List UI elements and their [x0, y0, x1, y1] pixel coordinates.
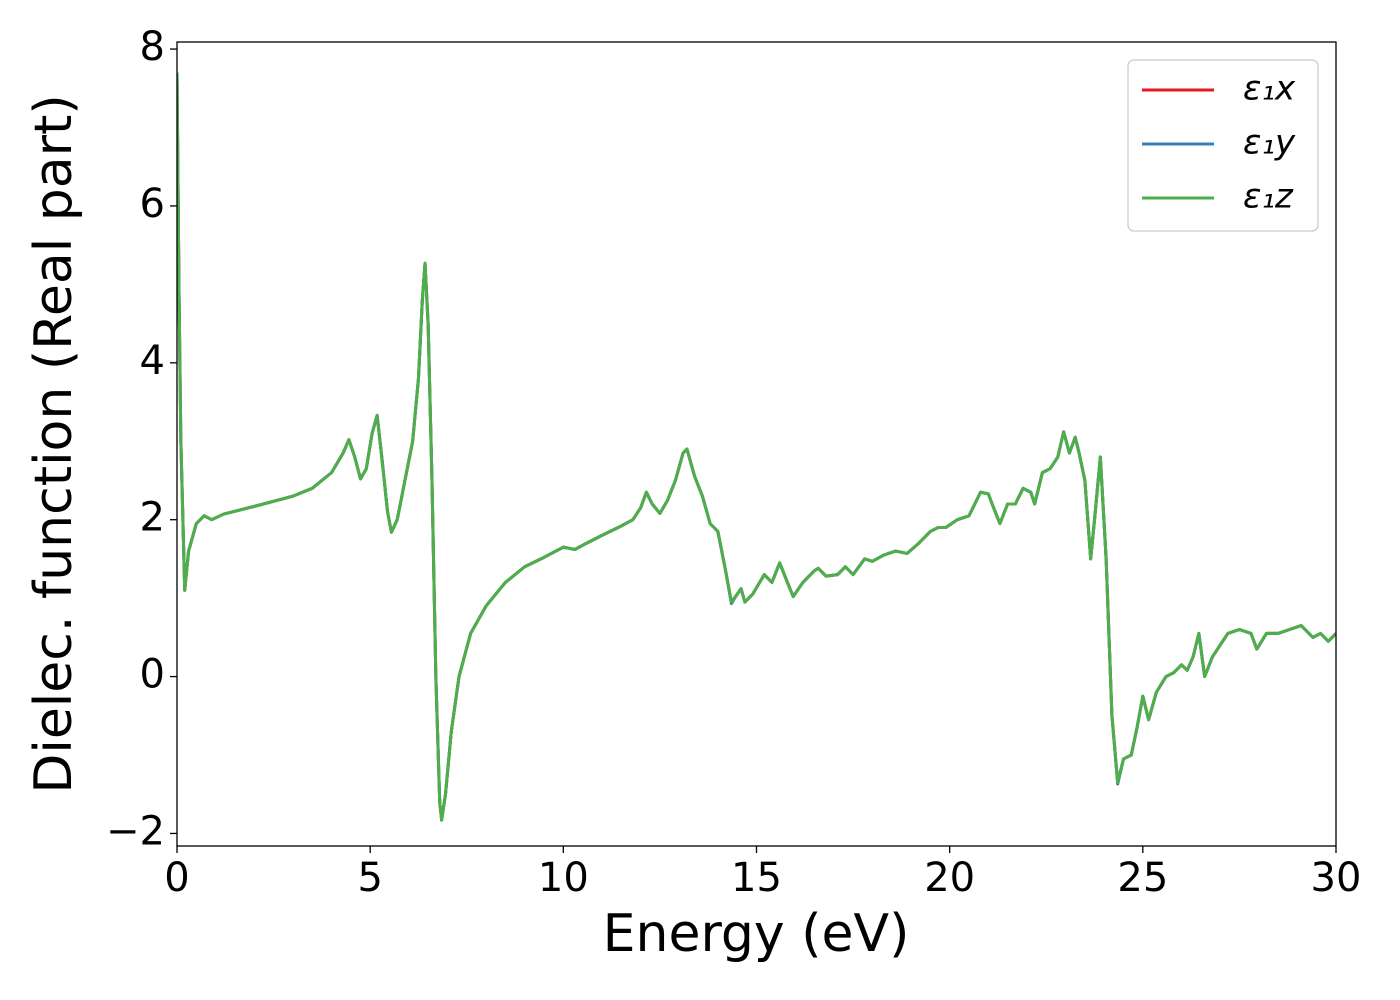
plot-frame — [176, 41, 1337, 847]
x-tick-label: 5 — [357, 855, 382, 901]
y-tick-label: 2 — [140, 495, 165, 541]
legend-label: ε₁z — [1243, 177, 1294, 217]
legend-label: ε₁x — [1243, 69, 1296, 109]
y-axis-label: Dielec. function (Real part) — [24, 94, 84, 793]
y-tick-label: −2 — [106, 808, 165, 854]
legend-box — [1127, 59, 1319, 232]
x-axis-label: Energy (eV) — [603, 904, 910, 964]
x-tick-label: 10 — [538, 855, 589, 901]
y-tick-label: 0 — [140, 652, 165, 698]
x-tick-label: 25 — [1117, 855, 1168, 901]
y-tick-label: 8 — [140, 24, 165, 70]
x-tick-label: 20 — [924, 855, 975, 901]
x-tick-label: 15 — [731, 855, 782, 901]
y-tick-label: 4 — [140, 338, 165, 384]
series-line — [177, 72, 1336, 822]
y-tick-label: 6 — [140, 181, 165, 227]
x-tick-label: 0 — [164, 855, 189, 901]
x-tick-label: 30 — [1311, 855, 1362, 901]
legend-label: ε₁y — [1243, 123, 1296, 163]
